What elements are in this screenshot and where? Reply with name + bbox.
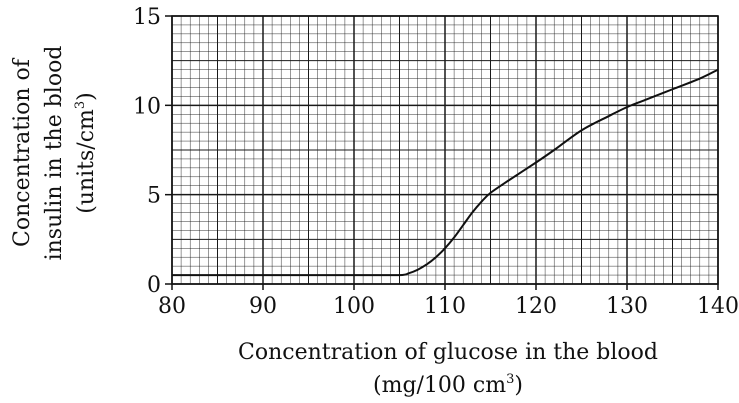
x-tick-label: 110: [424, 294, 466, 319]
x-tick-label: 100: [333, 294, 375, 319]
y-tick-label: 0: [147, 273, 161, 298]
y-tick-label: 5: [147, 184, 161, 209]
y-axis-title-line1: Concentration of: [10, 57, 35, 247]
y-tick-label: 15: [133, 5, 161, 30]
grid: [172, 16, 718, 284]
y-axis-units: (units/cm3): [73, 92, 99, 214]
x-tick-label: 80: [158, 294, 186, 319]
x-axis-title: Concentration of glucose in the blood: [238, 340, 658, 365]
x-tick-label: 90: [249, 294, 277, 319]
x-axis-units: (mg/100 cm3): [373, 372, 523, 398]
y-axis-title-line2: insulin in the blood: [42, 46, 67, 261]
x-tick-label: 130: [606, 294, 648, 319]
x-tick-label: 140: [697, 294, 739, 319]
x-tick-label: 120: [515, 294, 557, 319]
y-tick-label: 10: [133, 94, 161, 119]
